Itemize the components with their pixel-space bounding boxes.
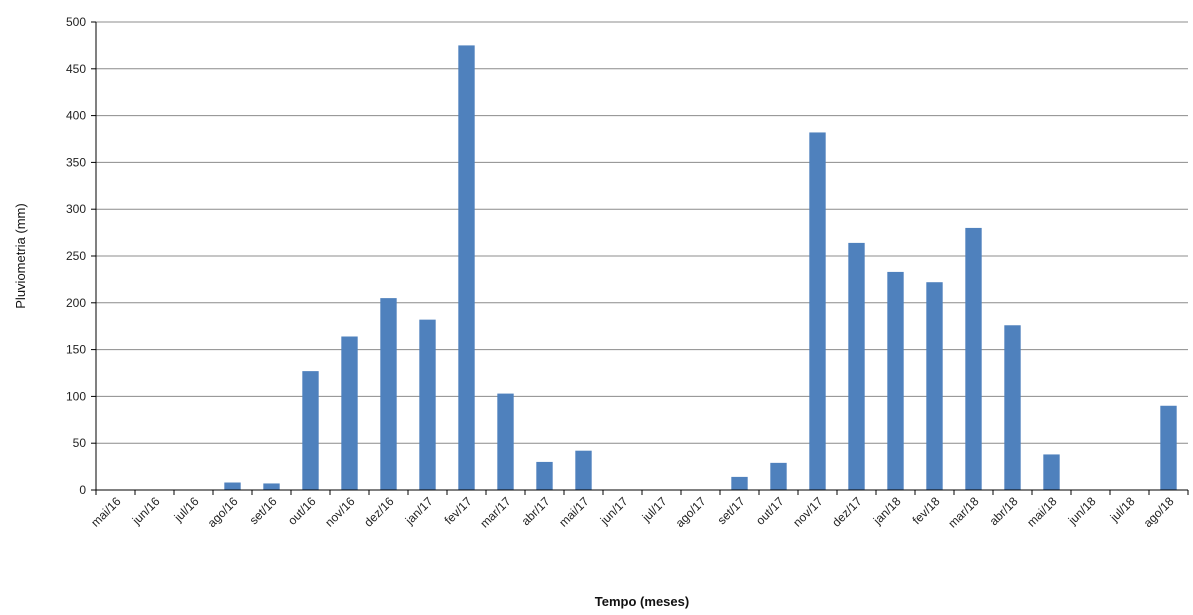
- x-tick-label: jul/18: [1107, 494, 1138, 525]
- bar: [497, 393, 514, 490]
- x-axis-title: Tempo (meses): [595, 594, 689, 609]
- x-tick-label: abr/17: [519, 494, 553, 528]
- bar: [770, 462, 787, 490]
- x-tick-label: fev/17: [442, 494, 475, 527]
- x-tick-label: jun/16: [129, 494, 163, 528]
- gridlines: [96, 21, 1188, 444]
- y-tick-label: 50: [73, 436, 87, 450]
- x-tick-label: ago/18: [1141, 494, 1177, 530]
- bar: [887, 271, 904, 490]
- x-tick-label: jul/17: [639, 494, 670, 525]
- bar: [575, 450, 592, 490]
- bar: [419, 319, 436, 490]
- x-tick-label: nov/17: [790, 494, 826, 530]
- x-tick-label: set/17: [715, 494, 748, 527]
- x-tick-label: mai/18: [1024, 494, 1060, 530]
- bar: [731, 476, 748, 490]
- x-tick-label: jun/18: [1065, 494, 1099, 528]
- x-tick-label: fev/18: [910, 494, 943, 527]
- x-tick-label: jan/17: [402, 494, 436, 528]
- bar: [848, 242, 865, 490]
- bar: [263, 483, 280, 490]
- x-tick-label: abr/18: [987, 494, 1021, 528]
- x-tick-label: dez/17: [829, 494, 865, 530]
- x-tick-label: set/16: [247, 494, 280, 527]
- y-tick-label: 350: [66, 155, 86, 169]
- bar: [1160, 405, 1177, 490]
- y-axis-title: Pluviometria (mm): [13, 203, 28, 308]
- x-tick-label: nov/16: [322, 494, 358, 530]
- y-tick-label: 0: [79, 483, 86, 497]
- y-tick-label: 200: [66, 296, 86, 310]
- bar: [926, 282, 943, 490]
- bar: [458, 45, 475, 491]
- x-tick-label: ago/17: [673, 494, 709, 530]
- y-tick-label: 100: [66, 389, 86, 403]
- x-tick-label: mai/17: [556, 494, 592, 530]
- bar: [1043, 454, 1060, 490]
- bar: [965, 227, 982, 491]
- bar: [224, 482, 241, 490]
- x-tick-label: dez/16: [361, 494, 397, 530]
- bar: [341, 336, 358, 490]
- y-tick-label: 250: [66, 249, 86, 263]
- x-tick-label: jul/16: [171, 494, 202, 525]
- x-tick-label: out/16: [285, 494, 319, 528]
- x-tick-label: out/17: [753, 494, 787, 528]
- bar: [1004, 325, 1021, 490]
- axes: [91, 21, 1189, 495]
- y-tick-label: 450: [66, 62, 86, 76]
- x-tick-label: mar/18: [945, 494, 982, 531]
- bar: [302, 371, 319, 490]
- bar: [380, 298, 397, 490]
- x-tick-label: mai/16: [88, 494, 124, 530]
- x-tick-label: mar/17: [477, 494, 514, 531]
- y-tick-label: 500: [66, 15, 86, 29]
- x-tick-label: jan/18: [870, 494, 904, 528]
- y-tick-label: 300: [66, 202, 86, 216]
- bar: [536, 461, 553, 490]
- y-tick-label: 400: [66, 109, 86, 123]
- y-tick-label: 150: [66, 343, 86, 357]
- bars: [224, 45, 1177, 491]
- x-tick-label: jun/17: [597, 494, 631, 528]
- x-tick-label: ago/16: [205, 494, 241, 530]
- bar: [809, 132, 826, 490]
